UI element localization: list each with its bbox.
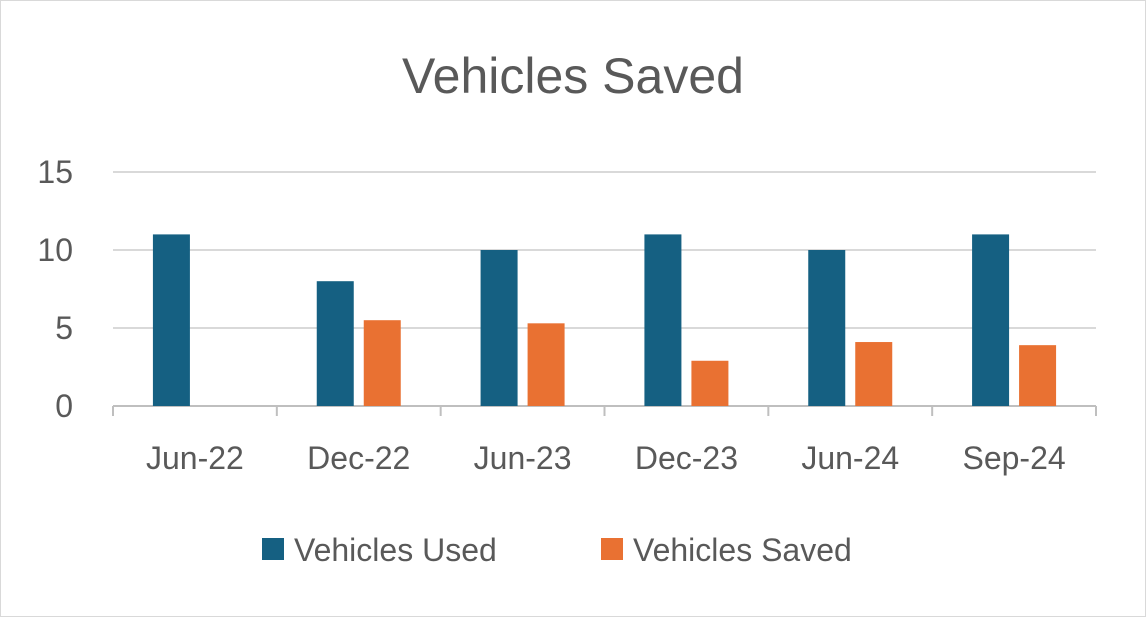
x-axis-ticks: Jun-22 Dec-22 Jun-23 Dec-23 Jun-24 Sep-24 — [146, 440, 1066, 476]
x-tick-label: Jun-22 — [146, 440, 244, 476]
bar-vehicles-used — [152, 234, 190, 406]
legend-label: Vehicles Used — [294, 532, 497, 568]
x-tick-label: Jun-24 — [801, 440, 899, 476]
legend: Vehicles Used Vehicles Saved — [262, 532, 852, 568]
x-tick-label: Dec-22 — [307, 440, 410, 476]
bar-vehicles-saved — [691, 360, 729, 406]
bar-vehicles-saved — [363, 320, 401, 406]
legend-swatch — [262, 538, 284, 560]
y-tick-label: 5 — [55, 310, 73, 346]
y-tick-label: 0 — [55, 388, 73, 424]
x-tick-label: Dec-23 — [635, 440, 738, 476]
bar-vehicles-used — [316, 281, 354, 406]
bar-vehicles-used — [480, 250, 518, 406]
y-tick-label: 15 — [37, 154, 73, 190]
bar-vehicles-used — [808, 250, 846, 406]
bar-vehicles-saved — [527, 323, 565, 406]
x-tick-label: Jun-23 — [474, 440, 572, 476]
bars — [152, 234, 1057, 406]
bar-vehicles-used — [644, 234, 682, 406]
x-axis — [112, 405, 1097, 416]
chart-title: Vehicles Saved — [402, 48, 744, 104]
bar-vehicles-saved — [855, 342, 893, 406]
gridlines — [113, 171, 1096, 329]
y-tick-label: 10 — [37, 232, 73, 268]
legend-label: Vehicles Saved — [633, 532, 852, 568]
x-tick-label: Sep-24 — [962, 440, 1065, 476]
legend-swatch — [601, 538, 623, 560]
bar-vehicles-saved — [1019, 345, 1057, 406]
bar-vehicles-used — [972, 234, 1010, 406]
y-axis-ticks: 0 5 10 15 — [37, 154, 73, 424]
